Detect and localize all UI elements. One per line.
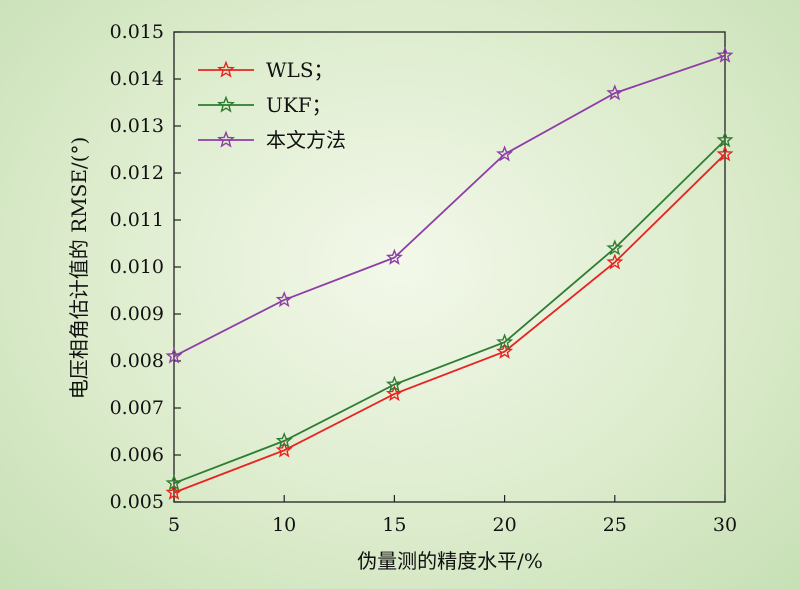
y-tick-label: 0.006 xyxy=(110,444,164,466)
y-tick-label: 0.005 xyxy=(110,491,164,513)
series-line xyxy=(173,153,726,494)
legend-label: 本文方法 xyxy=(266,128,346,152)
legend-item-1: WLS； xyxy=(198,58,334,82)
y-tick-label: 0.013 xyxy=(110,115,164,137)
data-point-star xyxy=(385,384,403,402)
legend-label: WLS； xyxy=(266,58,334,82)
x-tick-label: 25 xyxy=(603,514,627,536)
legend-star-marker xyxy=(217,95,235,113)
y-tick-label: 0.015 xyxy=(110,21,164,43)
data-point-star xyxy=(275,441,293,458)
y-axis-title: 电压相角估计值的 RMSE/(°) xyxy=(67,137,91,400)
data-point-star xyxy=(496,342,514,359)
legend-label: UKF； xyxy=(266,93,332,117)
series-layer xyxy=(165,46,734,500)
x-axis-title: 伪量测的精度水平/% xyxy=(357,549,543,573)
data-point-star xyxy=(275,431,293,449)
series-1 xyxy=(165,145,734,500)
x-tick-label: 30 xyxy=(713,514,737,536)
data-point-star xyxy=(165,483,183,500)
legend-item-2: UKF； xyxy=(198,93,332,117)
series-3 xyxy=(165,46,734,364)
data-point-star xyxy=(606,84,624,101)
data-point-star xyxy=(275,290,293,308)
data-point-star xyxy=(165,347,183,364)
series-line xyxy=(173,54,726,358)
x-tick-label: 20 xyxy=(493,514,517,536)
data-point-star xyxy=(385,375,403,392)
y-tick-label: 0.012 xyxy=(110,162,164,184)
legend-star-marker xyxy=(217,60,235,78)
data-point-star xyxy=(496,145,514,162)
data-point-star xyxy=(716,131,734,148)
data-point-star xyxy=(716,46,734,63)
data-point-star xyxy=(606,253,624,270)
plot-frame xyxy=(173,31,726,503)
y-tick-label: 0.010 xyxy=(110,256,164,278)
data-point-star xyxy=(716,145,734,162)
legend-star-marker xyxy=(217,130,235,148)
legend-item-3: 本文方法 xyxy=(198,128,346,152)
y-tick-label: 0.011 xyxy=(110,209,164,231)
y-tick-label: 0.009 xyxy=(110,303,164,325)
data-point-star xyxy=(165,474,183,491)
x-tick-label: 15 xyxy=(382,514,406,536)
data-point-star xyxy=(606,239,624,256)
x-tick-label: 5 xyxy=(168,514,180,536)
series-line xyxy=(173,139,726,485)
axes: 0.005 0.006 0.007 0.008 0.009 0.010 0.011 0.012… xyxy=(110,21,738,536)
series-2 xyxy=(165,131,734,491)
y-tick-label: 0.014 xyxy=(110,68,164,90)
y-tick-label: 0.007 xyxy=(110,397,164,419)
data-point-star xyxy=(496,333,514,350)
data-point-star xyxy=(385,248,403,265)
x-tick-label: 10 xyxy=(272,514,296,536)
legend: WLS； UKF； 本文方法 xyxy=(198,58,346,152)
y-tick-label: 0.008 xyxy=(110,350,164,372)
